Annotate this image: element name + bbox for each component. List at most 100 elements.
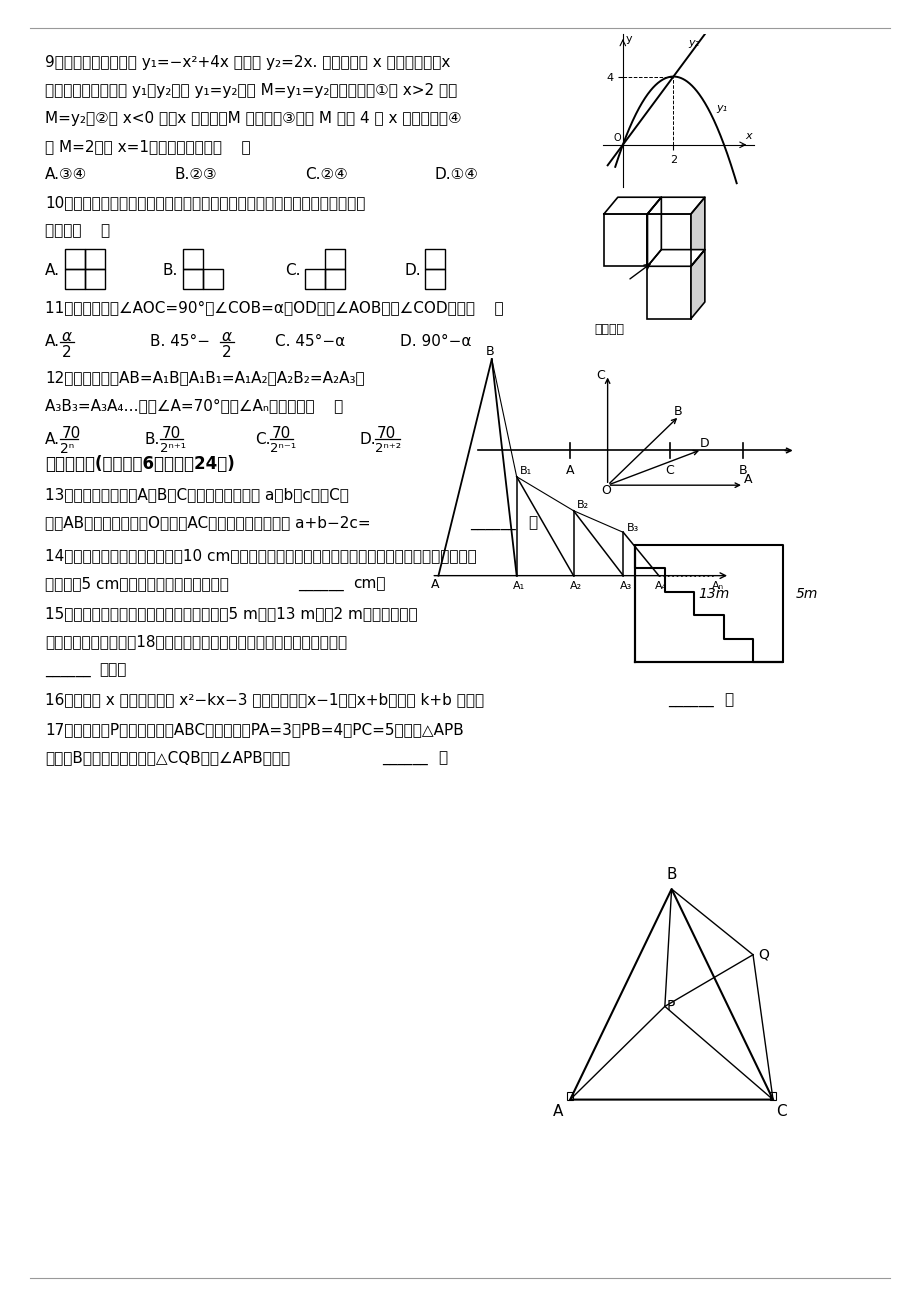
Polygon shape — [647, 197, 661, 267]
Polygon shape — [690, 197, 704, 267]
Text: ______: ______ — [381, 750, 427, 766]
Bar — [566, 1092, 573, 1100]
Text: x: x — [744, 130, 752, 141]
Text: D.: D. — [404, 263, 421, 279]
Text: A.: A. — [45, 432, 60, 447]
Bar — [604, 214, 647, 267]
Text: ______: ______ — [298, 575, 344, 591]
Text: 15．如图，某会展中心在会展期间准备将高5 m，长13 m，宽2 m的楼道上铺地: 15．如图，某会展中心在会展期间准备将高5 m，长13 m，宽2 m的楼道上铺地 — [45, 605, 417, 621]
Text: 2ⁿ⁺¹: 2ⁿ⁺¹ — [160, 441, 186, 454]
Text: y: y — [625, 34, 632, 44]
Polygon shape — [647, 197, 704, 214]
Bar — [183, 249, 203, 270]
Text: 从正面看: 从正面看 — [594, 323, 623, 336]
Text: D.①④: D.①④ — [435, 167, 479, 182]
Text: 10．如图所示的几何体是由一些大小相同的小立方块搭成的，则从如图看到的: 10．如图所示的几何体是由一些大小相同的小立方块搭成的，则从如图看到的 — [45, 195, 365, 210]
Polygon shape — [690, 250, 704, 319]
Text: M=y₂；②当 x<0 时，x 值越大，M 值越大；③使得 M 大于 4 的 x 值不存在；④: M=y₂；②当 x<0 时，x 值越大，M 值越大；③使得 M 大于 4 的 x… — [45, 111, 461, 126]
Text: 70: 70 — [377, 426, 396, 441]
Text: D.: D. — [359, 432, 376, 447]
Text: C.: C. — [285, 263, 301, 279]
Text: 二、填空题(本大题共6小题，共24分): 二、填空题(本大题共6小题，共24分) — [45, 454, 234, 473]
Text: 线段AB的中点，若原点O是线段AC上的任意一点，那么 a+b−2c=: 线段AB的中点，若原点O是线段AC上的任意一点，那么 a+b−2c= — [45, 516, 370, 530]
Text: y₁: y₁ — [716, 103, 727, 113]
Text: 70: 70 — [162, 426, 181, 441]
Text: B.②③: B.②③ — [175, 167, 218, 182]
Text: P: P — [665, 1000, 675, 1013]
Text: B. 45°−: B. 45°− — [150, 335, 210, 349]
Text: C: C — [776, 1104, 786, 1118]
Text: A: A — [431, 578, 439, 591]
Text: ______: ______ — [667, 691, 713, 707]
Text: A.: A. — [45, 263, 60, 279]
Text: 13m: 13m — [698, 587, 729, 602]
Text: 17．如图，点P是等边三角形ABC内一点，且PA=3，PB=4，PC=5，若将△APB: 17．如图，点P是等边三角形ABC内一点，且PA=3，PB=4，PC=5，若将△… — [45, 723, 463, 737]
Text: 绕着点B逆时针旋转后得到△CQB，则∠APB的度数: 绕着点B逆时针旋转后得到△CQB，则∠APB的度数 — [45, 750, 289, 766]
Text: α: α — [221, 329, 232, 344]
Bar — [769, 1092, 776, 1100]
Text: A₃: A₃ — [619, 581, 631, 591]
Text: B.: B. — [163, 263, 178, 279]
Bar — [425, 249, 445, 270]
Bar — [647, 214, 690, 267]
Text: 对应的函数值分别为 y₁、y₂，若 y₁=y₂，记 M=y₁=y₂，下列判断①当 x>2 时，: 对应的函数值分别为 y₁、y₂，若 y₁=y₂，记 M=y₁=y₂，下列判断①当… — [45, 83, 457, 98]
Text: C. 45°−α: C. 45°−α — [275, 335, 345, 349]
Bar — [425, 270, 445, 289]
Text: y₂: y₂ — [687, 38, 699, 48]
Bar — [305, 270, 324, 289]
Text: 5m: 5m — [794, 587, 817, 602]
Text: 2ⁿ⁺²: 2ⁿ⁺² — [375, 441, 401, 454]
Text: ．: ． — [437, 750, 447, 766]
Bar — [65, 270, 85, 289]
Text: A₁: A₁ — [513, 581, 525, 591]
Text: ．: ． — [528, 516, 537, 530]
Text: O: O — [601, 484, 610, 497]
Bar — [203, 270, 222, 289]
Text: B₂: B₂ — [576, 500, 588, 509]
Text: 13．如图，数轴上点A、B、C所表示的数分别为 a、b、c，点C是: 13．如图，数轴上点A、B、C所表示的数分别为 a、b、c，点C是 — [45, 487, 348, 503]
Bar — [647, 267, 690, 319]
Bar — [183, 270, 203, 289]
Text: A₂: A₂ — [570, 581, 582, 591]
Text: B: B — [665, 867, 676, 881]
Text: cm．: cm． — [353, 575, 385, 591]
Text: O: O — [613, 133, 621, 143]
Text: A: A — [552, 1104, 563, 1118]
Text: B: B — [673, 405, 682, 418]
Text: D: D — [699, 437, 709, 450]
Text: ______: ______ — [45, 661, 91, 677]
Text: D. 90°−α: D. 90°−α — [400, 335, 471, 349]
Text: A: A — [743, 473, 752, 486]
Text: 毯，已知地毯每平方米18元，请你帮助计算一下，铺完这个楼道至少需要: 毯，已知地毯每平方米18元，请你帮助计算一下，铺完这个楼道至少需要 — [45, 634, 346, 648]
Text: B.: B. — [145, 432, 160, 447]
Text: 2ⁿ⁻¹: 2ⁿ⁻¹ — [269, 441, 296, 454]
Text: Aₙ: Aₙ — [711, 581, 723, 591]
Text: 2: 2 — [62, 345, 72, 359]
Text: 70: 70 — [272, 426, 291, 441]
Text: A: A — [565, 464, 574, 477]
Text: C: C — [596, 368, 605, 381]
Text: C.: C. — [255, 432, 270, 447]
Text: 70: 70 — [62, 426, 81, 441]
Text: 2ⁿ: 2ⁿ — [60, 441, 74, 456]
Text: 图形是（    ）: 图形是（ ） — [45, 223, 110, 238]
Text: 若 M=2，则 x=1．其中正确的有（    ）: 若 M=2，则 x=1．其中正确的有（ ） — [45, 139, 250, 154]
Text: 9．如图，已知抛物线 y₁=−x²+4x 和直线 y₂=2x. 我们约定当 x 任取一值时，x: 9．如图，已知抛物线 y₁=−x²+4x 和直线 y₂=2x. 我们约定当 x … — [45, 55, 450, 70]
Text: 16．若关于 x 的二次三项式 x²−kx−3 因式分解为（x−1）（x+b），则 k+b 的值为: 16．若关于 x 的二次三项式 x²−kx−3 因式分解为（x−1）（x+b），… — [45, 691, 483, 707]
Text: ．: ． — [723, 691, 732, 707]
Polygon shape — [604, 197, 661, 214]
Text: B₃: B₃ — [626, 523, 639, 533]
Text: 12．如图，已知AB=A₁B，A₁B₁=A₁A₂，A₂B₂=A₂A₃，: 12．如图，已知AB=A₁B，A₁B₁=A₁A₂，A₂B₂=A₂A₃， — [45, 370, 364, 385]
Bar — [65, 249, 85, 270]
Text: 11．如图，已知∠AOC=90°，∠COB=α，OD平分∠AOB，则∠COD等于（    ）: 11．如图，已知∠AOC=90°，∠COB=α，OD平分∠AOB，则∠COD等于… — [45, 299, 503, 315]
Text: Q: Q — [757, 948, 768, 962]
Text: C.②④: C.②④ — [305, 167, 347, 182]
Text: ______: ______ — [470, 516, 516, 530]
Bar — [85, 249, 105, 270]
Text: C: C — [664, 464, 674, 477]
Bar — [324, 270, 345, 289]
Polygon shape — [647, 250, 704, 267]
Text: B₁: B₁ — [519, 466, 532, 475]
Text: 元钱．: 元钱． — [99, 661, 126, 677]
Text: A₃B₃=A₃A₄…，若∠A=70°，则∠Aₙ的度数为（    ）: A₃B₃=A₃A₄…，若∠A=70°，则∠Aₙ的度数为（ ） — [45, 398, 343, 413]
